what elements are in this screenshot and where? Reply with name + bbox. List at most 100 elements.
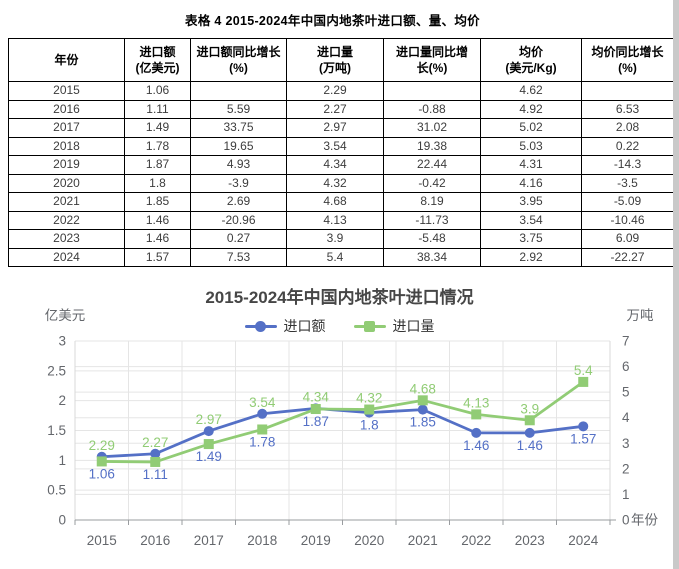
data-point-square [203,439,214,450]
data-point-circle [96,451,107,462]
table-row: 2024 1.57 7.53 5.4 38.34 2.92 -22.27 [8,247,674,267]
data-point-square [96,456,107,467]
left-axis-tick-label: 1.5 [47,423,66,438]
data-label: 1.8 [360,418,379,433]
data-label: 2.27 [142,435,168,450]
table-cell: -0.88 [383,99,481,119]
table-cell: 2018 [8,136,125,156]
data-point-circle [310,403,321,414]
data-label: 5.4 [574,363,593,378]
scrollbar-strip[interactable] [673,0,679,569]
data-label: 1.06 [89,466,115,481]
column-header: 进口额同比增长 (%) [190,38,287,82]
data-label: 1.85 [410,415,436,430]
table-cell: 1.06 [124,81,191,101]
right-axis-tick-label: 3 [622,436,630,451]
table-cell: -5.09 [581,192,674,212]
table-row: 2018 1.78 19.65 3.54 19.38 5.03 0.22 [8,136,674,156]
data-label: 1.49 [196,449,222,464]
table-cell: 5.59 [190,99,287,119]
data-point-circle [524,427,535,438]
data-point-circle [578,421,589,432]
data-point-square [257,424,268,435]
table-cell: 3.9 [286,229,384,249]
table-cell: -5.48 [383,229,481,249]
table-cell: 3.54 [480,210,582,230]
table-cell: 1.8 [124,173,191,193]
table-cell: 5.03 [480,136,582,156]
left-axis-tick-label: 0 [58,513,66,528]
column-header: 进口额 (亿美元) [124,38,191,82]
data-label: 2.29 [89,438,115,453]
data-point-square [471,409,482,420]
square-marker-icon [353,320,386,332]
table-cell: 2.97 [286,118,384,138]
x-axis-category-label: 2022 [461,533,491,548]
table-row: 2015 1.06 2.29 4.62 [8,81,674,101]
table-cell: 3.95 [480,192,582,212]
data-point-circle [203,426,214,437]
import-stats-table: 年份 进口额 (亿美元) 进口额同比增长 (%) 进口量 (万吨) 进口量同比增 长(%… [8,38,674,267]
data-label: 3.54 [249,395,276,410]
table-cell: 2015 [8,81,125,101]
table-cell: 31.02 [383,118,481,138]
left-axis-tick-label: 3 [58,334,66,349]
table-cell [383,81,481,101]
table-cell: 1.57 [124,247,191,267]
data-label: 1.11 [143,467,168,482]
table-cell: 2023 [8,229,125,249]
table-cell [190,81,287,101]
table-cell: 1.49 [124,118,191,138]
right-axis-tick-label: 0 [622,513,630,528]
table-row: 2020 1.8 -3.9 4.32 -0.42 4.16 -3.5 [8,173,674,193]
data-point-circle [417,404,428,415]
table-cell: 2.27 [286,99,384,119]
table-cell: 0.27 [190,229,287,249]
chart-legend: 进口额 进口量 [0,317,679,335]
data-point-square [150,456,161,467]
table-cell: 2.69 [190,192,287,212]
table-cell: 6.09 [581,229,674,249]
table-cell: 3.75 [480,229,582,249]
data-label: 4.34 [303,389,330,404]
table-cell: 1.78 [124,136,191,156]
table-cell: -22.27 [581,247,674,267]
data-point-circle [257,408,268,419]
data-label: 1.57 [570,431,596,446]
x-axis-name: 年份 [631,513,659,528]
x-axis-category-label: 2024 [568,533,599,548]
x-axis-category-label: 2020 [354,533,384,548]
right-axis-tick-label: 5 [622,385,630,400]
table-head: 年份 进口额 (亿美元) 进口额同比增长 (%) 进口量 (万吨) 进口量同比增 长(%… [8,38,674,82]
data-point-square [364,404,375,415]
table-cell: 6.53 [581,99,674,119]
table-row: 2022 1.46 -20.96 4.13 -11.73 3.54 -10.46 [8,210,674,230]
data-label: 1.46 [517,438,543,453]
table-cell: 5.02 [480,118,582,138]
table-cell: 5.4 [286,247,384,267]
right-axis-tick-label: 6 [622,359,630,374]
table-row: 2023 1.46 0.27 3.9 -5.48 3.75 6.09 [8,229,674,249]
left-axis-tick-label: 0.5 [47,483,66,498]
table-cell: 4.93 [190,155,287,175]
legend-item-import-value[interactable]: 进口额 [244,316,326,336]
table-cell: 1.46 [124,210,191,230]
legend-label: 进口量 [392,318,435,334]
table-cell: 4.31 [480,155,582,175]
table-cell: 8.19 [383,192,481,212]
table-cell: 19.38 [383,136,481,156]
legend-item-import-volume[interactable]: 进口量 [353,316,435,336]
data-point-square [417,395,428,406]
table-cell: 1.11 [124,99,191,119]
table-cell: 2020 [8,173,125,193]
column-header: 均价同比增长 (%) [581,38,674,82]
table-cell: 33.75 [190,118,287,138]
data-label: 4.68 [410,381,436,396]
table-cell: 2017 [8,118,125,138]
table-cell: -3.9 [190,173,287,193]
table-cell: 2024 [8,247,125,267]
data-label: 1.78 [249,434,275,449]
table-cell: 1.87 [124,155,191,175]
table-cell: 2016 [8,99,125,119]
